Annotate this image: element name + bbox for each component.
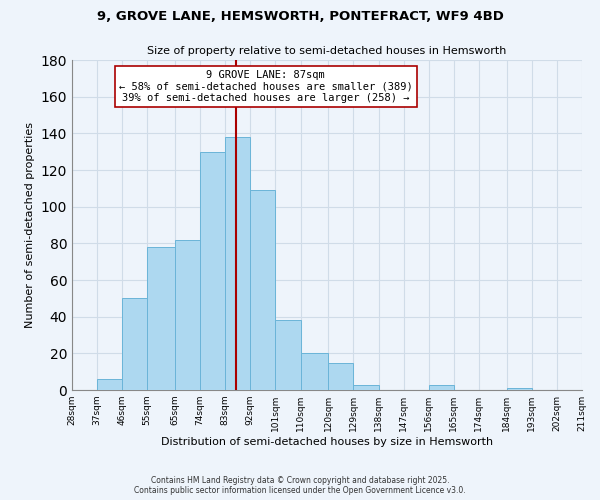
- Bar: [301, 354, 328, 390]
- Bar: [507, 388, 532, 390]
- Text: Contains HM Land Registry data © Crown copyright and database right 2025.
Contai: Contains HM Land Registry data © Crown c…: [134, 476, 466, 495]
- Y-axis label: Number of semi-detached properties: Number of semi-detached properties: [25, 122, 35, 328]
- Bar: [353, 384, 379, 390]
- Bar: [328, 362, 353, 390]
- Bar: [175, 240, 200, 390]
- Bar: [582, 388, 600, 390]
- Title: Size of property relative to semi-detached houses in Hemsworth: Size of property relative to semi-detach…: [148, 46, 506, 56]
- Text: 9, GROVE LANE, HEMSWORTH, PONTEFRACT, WF9 4BD: 9, GROVE LANE, HEMSWORTH, PONTEFRACT, WF…: [97, 10, 503, 23]
- Bar: [250, 190, 275, 390]
- Bar: [429, 384, 454, 390]
- Bar: [97, 379, 122, 390]
- Bar: [225, 137, 250, 390]
- Bar: [122, 298, 147, 390]
- Bar: [147, 247, 175, 390]
- Bar: [275, 320, 301, 390]
- Bar: [200, 152, 225, 390]
- X-axis label: Distribution of semi-detached houses by size in Hemsworth: Distribution of semi-detached houses by …: [161, 437, 493, 447]
- Text: 9 GROVE LANE: 87sqm
← 58% of semi-detached houses are smaller (389)
39% of semi-: 9 GROVE LANE: 87sqm ← 58% of semi-detach…: [119, 70, 413, 103]
